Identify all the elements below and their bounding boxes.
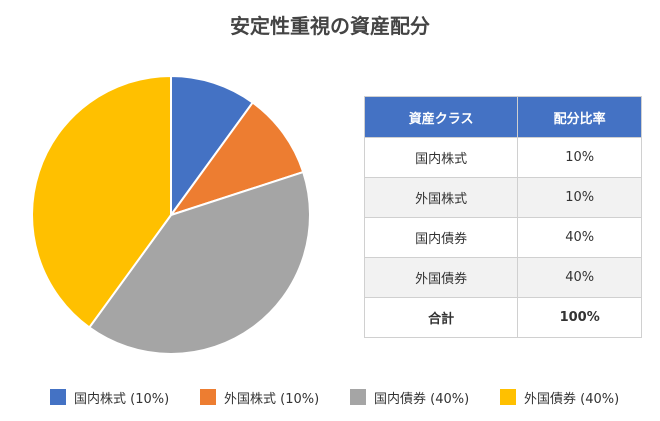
pie-slice-2	[168, 101, 305, 217]
pie-chart	[31, 74, 311, 355]
allocation-cell: 40%	[517, 217, 642, 258]
allocation-cell: 10%	[517, 177, 642, 218]
legend-swatch	[350, 389, 366, 405]
total-label-cell: 合計	[363, 297, 519, 338]
table-row: 外国債券 40%	[363, 257, 642, 298]
chart-title: 安定性重視の資産配分	[230, 14, 430, 38]
table-row: 国内株式 10%	[363, 137, 642, 178]
total-value-cell: 100%	[517, 297, 642, 338]
asset-class-cell: 外国株式	[363, 177, 519, 218]
legend-item: 外国債券 (40%)	[500, 386, 619, 408]
table-total-row: 合計 100%	[363, 297, 642, 338]
legend-item: 国内債券 (40%)	[350, 386, 469, 408]
table-header-row: 資産クラス 配分比率	[363, 96, 642, 138]
table-row: 外国株式 10%	[363, 177, 642, 218]
pie-slice-3	[87, 170, 311, 355]
chart-legend: 国内株式 (10%) 外国株式 (10%) 国内債券 (40%) 外国債券 (4…	[50, 386, 650, 408]
legend-item: 外国株式 (10%)	[200, 386, 319, 408]
legend-swatch	[200, 389, 216, 405]
header-allocation: 配分比率	[517, 96, 642, 138]
pie-slice-1	[170, 74, 255, 219]
table-row: 国内債券 40%	[363, 217, 642, 258]
allocation-table: 資産クラス 配分比率 国内株式 10% 外国株式 10% 国内債券 40% 外国…	[363, 96, 642, 338]
asset-class-cell: 外国債券	[363, 257, 519, 298]
legend-label: 外国株式 (10%)	[224, 391, 320, 407]
asset-class-cell: 国内株式	[363, 137, 519, 178]
legend-label: 外国債券 (40%)	[524, 391, 620, 407]
pie-slice-4	[31, 74, 172, 329]
legend-label: 国内債券 (40%)	[374, 391, 470, 407]
legend-swatch	[50, 389, 66, 405]
asset-class-cell: 国内債券	[363, 217, 519, 258]
legend-swatch	[500, 389, 516, 405]
header-asset-class: 資産クラス	[363, 96, 519, 138]
legend-item: 国内株式 (10%)	[50, 386, 169, 408]
allocation-cell: 10%	[517, 137, 642, 178]
legend-label: 国内株式 (10%)	[74, 391, 170, 407]
allocation-cell: 40%	[517, 257, 642, 298]
